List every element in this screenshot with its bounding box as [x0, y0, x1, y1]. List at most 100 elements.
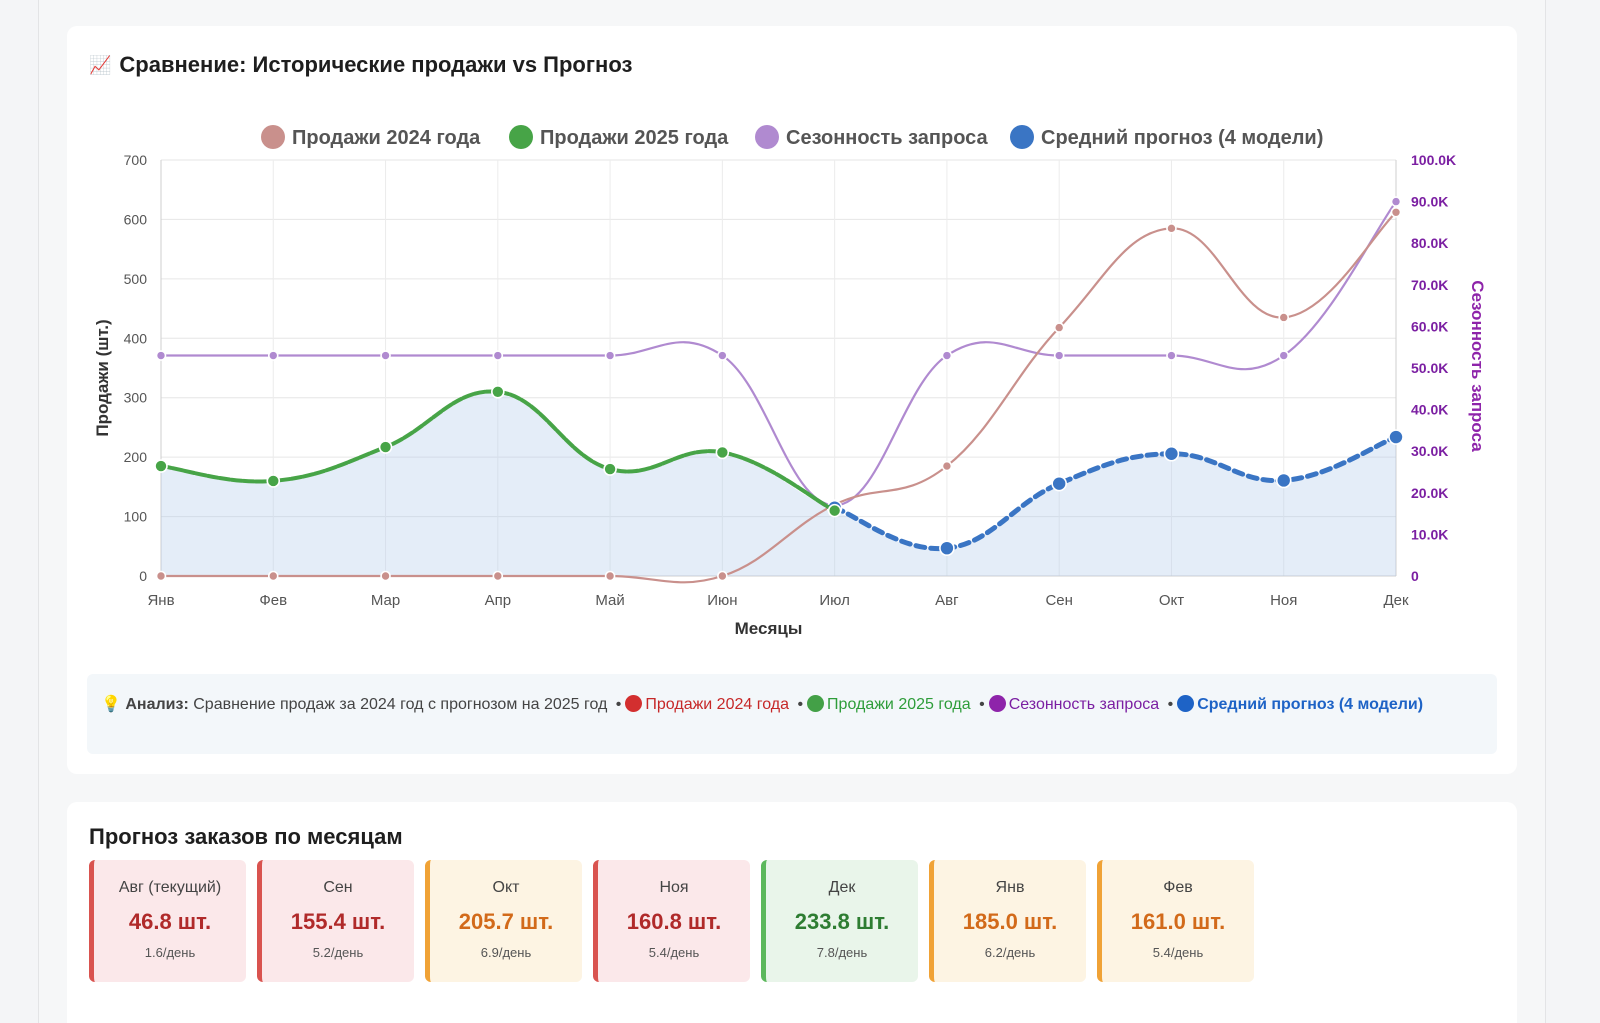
legend-marker: [1010, 125, 1034, 149]
y-tick-label: 500: [124, 271, 148, 287]
y2-axis-title: Сезонность запроса: [1468, 280, 1487, 452]
y-tick-label: 600: [124, 211, 148, 227]
light-bulb-icon: 💡: [101, 694, 121, 713]
data-point: [715, 445, 730, 460]
legend-label: Сезонность запроса: [786, 127, 989, 149]
y-tick-label: 200: [124, 449, 148, 465]
data-point: [492, 570, 504, 582]
forecast-month-card: Янв 185.0 шт. 6.2/день: [929, 860, 1086, 982]
data-point: [939, 540, 955, 556]
forecast-month-cards: Авг (текущий) 46.8 шт. 1.6/день Сен 155.4 шт…: [89, 860, 1254, 982]
forecast-per-day: 6.2/день: [984, 945, 1036, 960]
legend-marker: [509, 125, 533, 149]
chart-title: 📈 Сравнение: Исторические продажи vs Про…: [89, 52, 632, 78]
analysis-item-seasonality: Сезонность запроса: [1008, 696, 1160, 713]
y2-tick-label: 20.0K: [1411, 485, 1448, 501]
data-point: [380, 570, 391, 582]
y-tick-label: 300: [124, 390, 148, 406]
forecast-card: Прогноз заказов по месяцам Авг (текущий)…: [67, 802, 1517, 1023]
comparison-chart: 0 100 200 300 400 500 600 700 0 10.0K 20.0K 30.0K 40…: [93, 125, 1487, 638]
forecast-month-card: Окт 205.7 шт. 6.9/день: [425, 860, 582, 982]
chart-card: 📈 Сравнение: Исторические продажи vs Про…: [67, 26, 1517, 774]
y2-tick-label: 0: [1411, 568, 1419, 584]
data-point: [155, 570, 167, 582]
y2-tick-label: 50.0K: [1411, 360, 1448, 376]
analysis-box: 💡 Анализ: Сравнение продаж за 2024 год с…: [87, 674, 1497, 754]
y-tick-label: 700: [124, 152, 148, 168]
forecast-month: Сен: [323, 879, 353, 896]
analysis-item-2024: Продажи 2024 года: [645, 696, 789, 713]
data-point: [1275, 472, 1292, 489]
series-line: [832, 434, 1399, 552]
x-tick-label: Июн: [707, 592, 737, 609]
data-point: [1166, 223, 1177, 234]
data-point: [941, 460, 953, 472]
data-point: [492, 350, 504, 361]
forecast-month-card: Дек 233.8 шт. 7.8/день: [761, 860, 918, 982]
data-point: [827, 503, 842, 518]
y-tick-label: 400: [124, 330, 148, 346]
data-point: [941, 350, 953, 361]
forecast-month: Фев: [1163, 879, 1193, 896]
forecast-title: Прогноз заказов по месяцам: [89, 824, 403, 849]
data-point: [1388, 429, 1404, 445]
data-point: [267, 350, 279, 361]
x-axis-title: Месяцы: [735, 619, 803, 638]
y2-tick-label: 10.0K: [1411, 526, 1448, 542]
forecast-month-card: Ноя 160.8 шт. 5.4/день: [593, 860, 750, 982]
data-point: [717, 350, 728, 361]
forecast-per-day: 5.4/день: [1152, 945, 1204, 960]
data-point: [267, 570, 279, 582]
data-point: [603, 462, 617, 476]
x-tick-label: Апр: [485, 592, 511, 609]
page: 📈 Сравнение: Исторические продажи vs Про…: [38, 0, 1546, 1023]
x-tick-label: Дек: [1383, 592, 1409, 609]
data-point: [1053, 322, 1065, 333]
analysis-item-forecast: Средний прогноз (4 модели): [1197, 696, 1424, 713]
forecast-month-card: Авг (текущий) 46.8 шт. 1.6/день: [89, 860, 246, 982]
forecast-value: 205.7 шт.: [458, 909, 554, 934]
forecast-per-day: 5.2/день: [312, 945, 364, 960]
chart-title-text: Сравнение: Исторические продажи vs Прогн…: [119, 52, 633, 77]
y-axis-title: Продажи (шт.): [93, 319, 112, 436]
x-tick-label: Окт: [1159, 592, 1184, 609]
data-point: [604, 570, 616, 582]
y-tick-label: 0: [139, 568, 147, 584]
y2-tick-label: 80.0K: [1411, 235, 1448, 251]
x-tick-label: Июл: [819, 592, 849, 609]
x-tick-label: Мар: [371, 592, 400, 609]
legend-marker: [755, 125, 779, 149]
y2-tick-label: 90.0K: [1411, 194, 1448, 210]
data-point: [1390, 206, 1402, 218]
forecast-value: 161.0 шт.: [1130, 909, 1226, 934]
data-point: [604, 350, 616, 361]
purple-dot-icon: [988, 695, 1006, 712]
forecast-per-day: 5.4/день: [648, 945, 700, 960]
forecast-month: Авг (текущий): [118, 879, 222, 896]
forecast-month: Дек: [828, 879, 856, 896]
x-tick-label: Май: [595, 592, 624, 609]
data-point: [1390, 196, 1402, 207]
data-point: [1053, 350, 1065, 361]
analysis-text: Сравнение продаж за 2024 год с прогнозом…: [193, 696, 608, 713]
x-tick-label: Фев: [259, 592, 287, 609]
legend-label: Продажи 2025 года: [540, 127, 729, 149]
data-point: [155, 350, 167, 361]
legend-label: Средний прогноз (4 модели): [1041, 127, 1323, 149]
forecast-per-day: 1.6/день: [144, 945, 196, 960]
green-dot-icon: [807, 695, 825, 712]
legend-label: Продажи 2024 года: [292, 127, 481, 149]
y2-tick-label: 100.0K: [1411, 152, 1456, 168]
x-tick-label: Сен: [1045, 592, 1072, 609]
data-point: [1163, 445, 1180, 462]
data-point: [717, 570, 728, 582]
y2-tick-label: 70.0K: [1411, 277, 1448, 293]
data-point: [1051, 475, 1067, 492]
forecast-month-card: Фев 161.0 шт. 5.4/день: [1097, 860, 1254, 982]
data-point: [1278, 350, 1290, 361]
x-tick-label: Ноя: [1270, 592, 1297, 609]
y2-tick-label: 40.0K: [1411, 402, 1448, 418]
data-point: [380, 350, 391, 361]
data-point: [266, 474, 281, 488]
forecast-area-fill: [161, 391, 1396, 576]
